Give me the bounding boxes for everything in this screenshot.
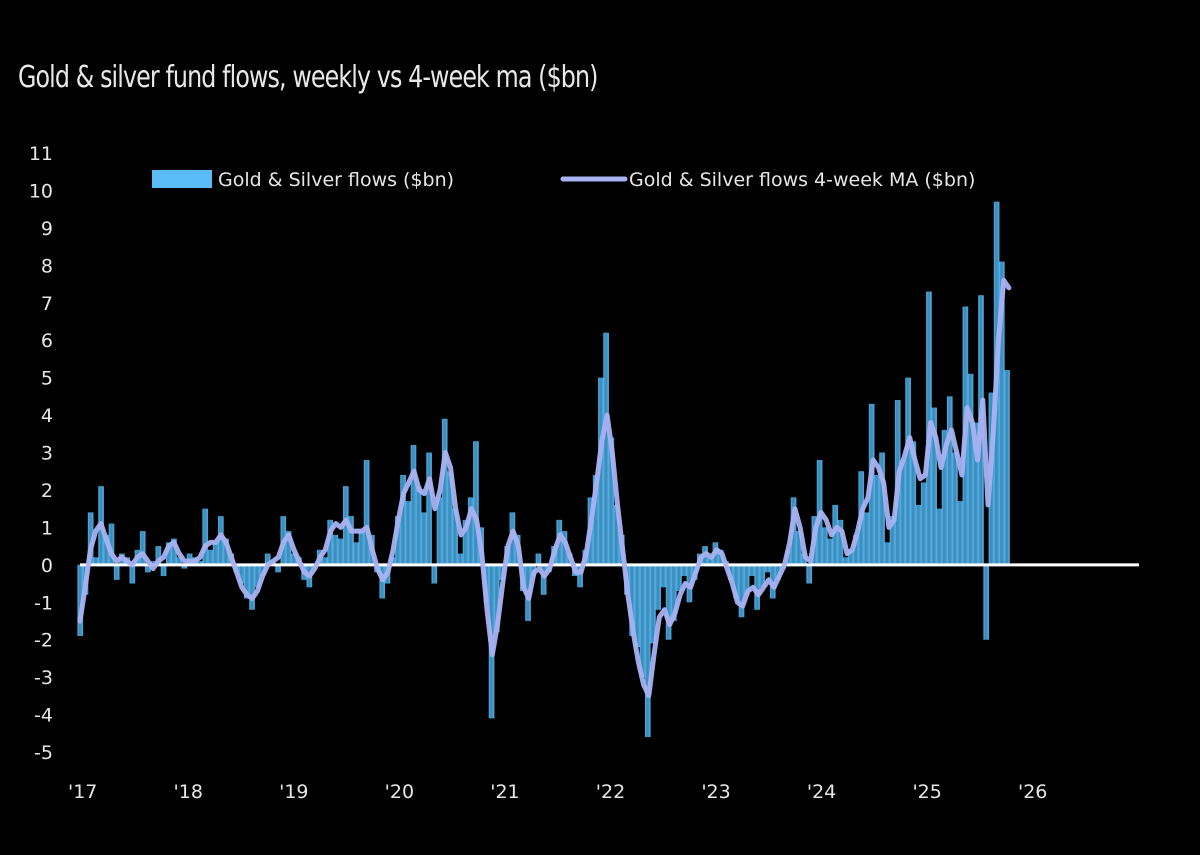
y-tick-label: -3 bbox=[34, 667, 53, 689]
x-tick-label: '22 bbox=[596, 781, 625, 803]
y-tick-label: 4 bbox=[41, 405, 53, 427]
legend: Gold & Silver flows ($bn) Gold & Silver … bbox=[152, 169, 975, 191]
y-tick-label: 1 bbox=[41, 517, 53, 539]
y-tick-label: 6 bbox=[41, 330, 53, 352]
y-tick-label: 11 bbox=[29, 143, 53, 165]
y-tick-label: 10 bbox=[29, 180, 53, 202]
x-tick-label: '21 bbox=[490, 781, 519, 803]
x-tick-label: '24 bbox=[807, 781, 836, 803]
y-tick-label: 3 bbox=[41, 443, 53, 465]
y-tick-label: 2 bbox=[41, 480, 53, 502]
x-tick-label: '18 bbox=[174, 781, 203, 803]
y-tick-label: 0 bbox=[41, 555, 53, 577]
y-tick-label: -1 bbox=[34, 592, 53, 614]
y-tick-label: -5 bbox=[34, 742, 53, 764]
y-tick-label: 9 bbox=[41, 218, 53, 240]
y-tick-label: 8 bbox=[41, 255, 53, 277]
x-tick-label: '26 bbox=[1018, 781, 1047, 803]
y-tick-label: 7 bbox=[41, 293, 53, 315]
y-tick-label: -4 bbox=[34, 705, 53, 727]
y-tick-label: 5 bbox=[41, 368, 53, 390]
x-tick-label: '25 bbox=[912, 781, 941, 803]
x-tick-label: '19 bbox=[279, 781, 308, 803]
x-tick-label: '20 bbox=[385, 781, 414, 803]
legend-label-bars: Gold & Silver flows ($bn) bbox=[218, 169, 454, 191]
ma-line bbox=[77, 277, 1012, 699]
legend-swatch-bars bbox=[152, 170, 212, 188]
y-tick-label: -2 bbox=[34, 630, 53, 652]
legend-label-ma: Gold & Silver flows 4-week MA ($bn) bbox=[629, 169, 975, 191]
x-tick-label: '23 bbox=[701, 781, 730, 803]
x-axis-ticks: '17 '18 '19 '20 '21 '22 '23 '24 '25 '26 bbox=[68, 781, 1047, 803]
chart-title: Gold & silver fund flows, weekly vs 4-we… bbox=[18, 60, 598, 95]
x-tick-label: '17 bbox=[68, 781, 97, 803]
